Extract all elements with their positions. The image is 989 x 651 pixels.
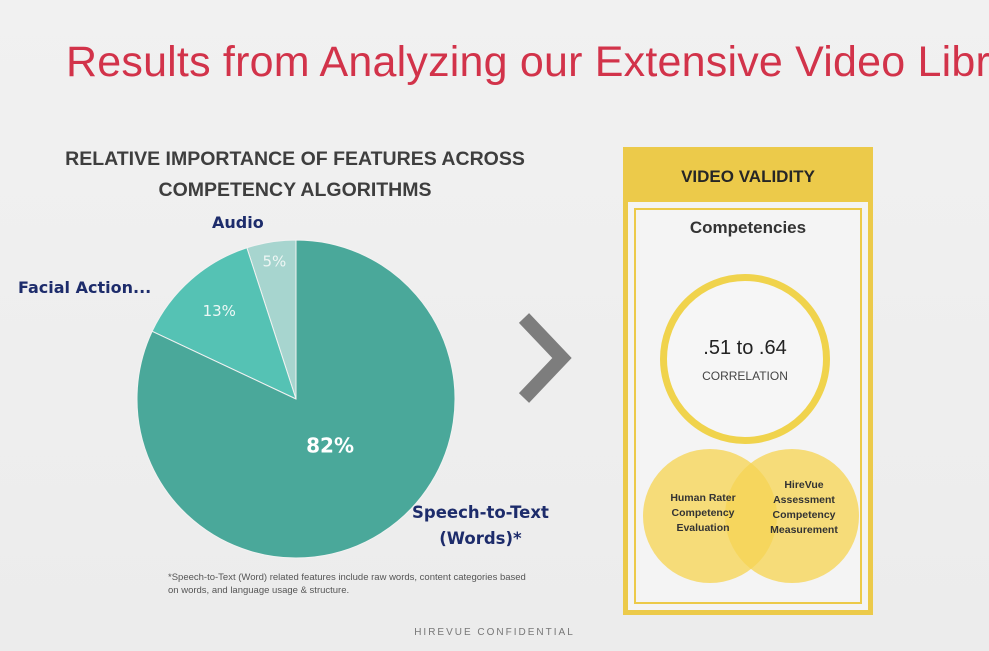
- competencies-heading: Competencies: [689, 218, 807, 237]
- video-validity-panel: VIDEO VALIDITY Competencies .51 to .64 C…: [623, 147, 873, 615]
- confidential-footer: HIREVUE CONFIDENTIAL: [414, 627, 575, 638]
- correlation-label: CORRELATION: [702, 369, 788, 383]
- pie-slice-speech-to-text-words: [136, 239, 456, 559]
- correlation-value: .51 to .64: [703, 337, 787, 359]
- validity-header: VIDEO VALIDITY: [628, 152, 868, 202]
- venn-circle-hirevue: [725, 449, 859, 583]
- validity-inner-frame: Competencies .51 to .64 CORRELATION Huma…: [634, 208, 862, 604]
- venn-label-hirevue: HireVue Assessment Competency Measuremen…: [770, 479, 838, 536]
- footnote: *Speech-to-Text (Word) related features …: [168, 572, 526, 596]
- label-speech-to-text-line-1: Speech-to-Text: [412, 503, 549, 522]
- chart-title: RELATIVE IMPORTANCE OF FEATURES ACROSS C…: [40, 144, 550, 206]
- label-audio: Audio: [212, 213, 264, 232]
- pie-value-label: 13%: [203, 302, 236, 320]
- pie-slice-facial-action: [151, 247, 297, 400]
- label-facial-action: Facial Action...: [18, 278, 152, 297]
- chart-title-line-1: RELATIVE IMPORTANCE OF FEATURES ACROSS: [65, 148, 525, 170]
- venn-label-human-rater: Human Rater Competency Evaluation: [670, 492, 736, 534]
- label-speech-to-text: Speech-to-Text (Words)*: [412, 500, 549, 552]
- chevron-right-icon: [518, 313, 572, 403]
- label-speech-to-text-line-2: (Words)*: [439, 529, 522, 548]
- pie-value-label: 82%: [306, 434, 354, 458]
- chart-title-line-2: COMPETENCY ALGORITHMS: [158, 179, 432, 201]
- slide-title: Results from Analyzing our Extensive Vid…: [66, 38, 989, 86]
- correlation-ring: .51 to .64 CORRELATION: [660, 274, 830, 444]
- pie-value-label: 5%: [262, 252, 286, 270]
